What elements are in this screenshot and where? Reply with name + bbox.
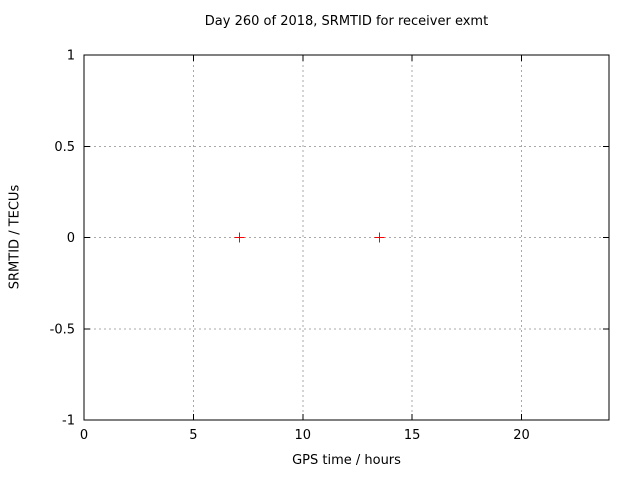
x-tick-label: 15 — [404, 428, 421, 443]
y-tick-label: 0 — [67, 231, 75, 246]
y-tick-label: 1 — [67, 49, 75, 64]
y-tick-label: 0.5 — [54, 140, 75, 155]
x-tick-label: 20 — [513, 428, 530, 443]
x-tick-label: 0 — [80, 428, 88, 443]
x-axis-label: GPS time / hours — [292, 453, 401, 468]
y-tick-label: -0.5 — [50, 322, 75, 337]
y-tick-label: -1 — [62, 414, 75, 429]
chart-title: Day 260 of 2018, SRMTID for receiver exm… — [204, 14, 489, 29]
x-tick-label: 5 — [189, 428, 197, 443]
x-tick-label: 10 — [294, 428, 311, 443]
